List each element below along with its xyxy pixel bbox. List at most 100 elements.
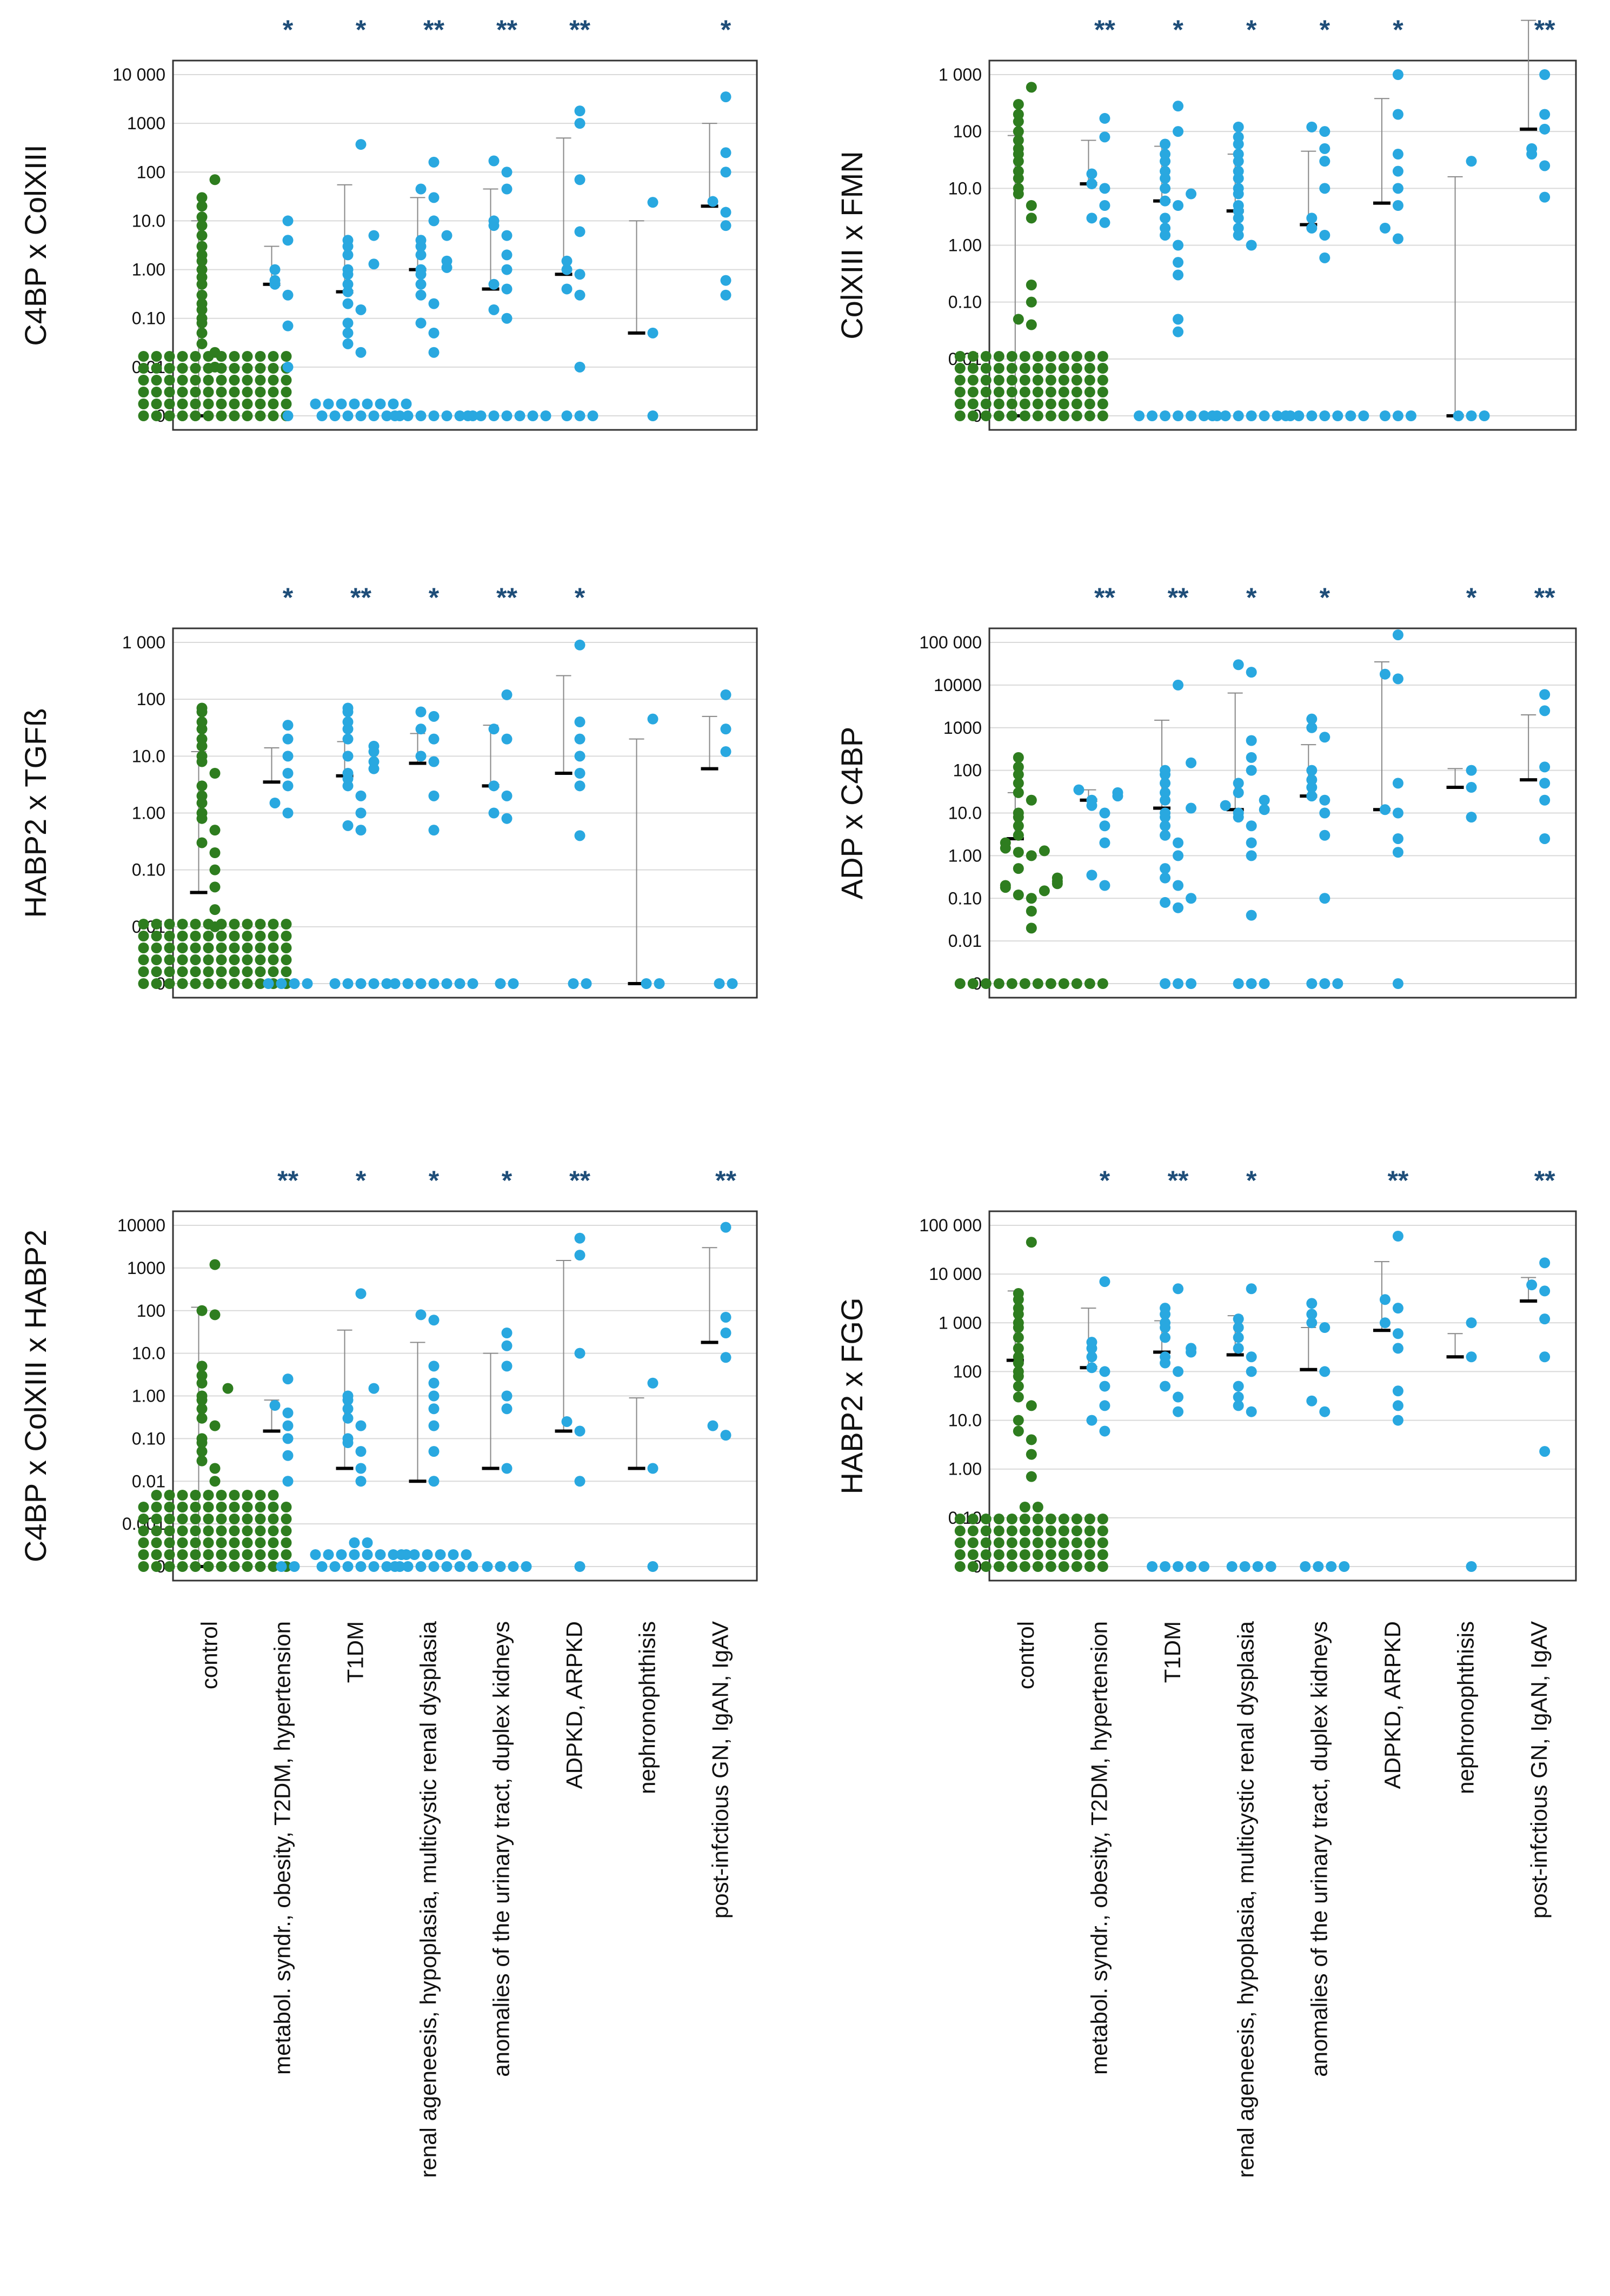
data-point — [1392, 673, 1403, 685]
data-point — [1319, 830, 1330, 841]
data-point — [196, 1403, 208, 1415]
data-point — [269, 275, 281, 286]
data-point — [428, 156, 440, 168]
data-point — [268, 1514, 279, 1524]
data-point — [209, 921, 221, 932]
data-point — [1319, 893, 1330, 904]
data-point — [488, 410, 500, 421]
data-point — [574, 105, 586, 117]
data-point — [1392, 109, 1403, 120]
data-point — [1013, 1366, 1024, 1377]
data-point — [1097, 1549, 1108, 1560]
data-point — [1233, 978, 1244, 989]
data-point — [501, 183, 513, 195]
data-point — [229, 978, 240, 989]
data-point — [242, 1490, 253, 1501]
data-point — [428, 215, 440, 227]
data-point — [310, 1549, 321, 1560]
data-point — [190, 1490, 201, 1501]
data-point — [967, 399, 979, 409]
data-point — [1099, 820, 1110, 832]
data-point — [1272, 410, 1283, 421]
data-point — [707, 196, 718, 207]
data-point — [1006, 399, 1017, 409]
data-point — [1013, 1303, 1024, 1314]
data-point — [268, 399, 279, 409]
data-point — [138, 1502, 149, 1512]
data-point — [415, 1561, 427, 1572]
y-tick-label: 1.00 — [132, 260, 165, 280]
data-point — [242, 1502, 253, 1512]
data-point — [336, 399, 347, 409]
data-point — [1084, 399, 1095, 409]
data-point — [1097, 1514, 1108, 1524]
data-point — [196, 249, 208, 261]
data-point — [1160, 183, 1171, 194]
data-point — [501, 1463, 513, 1474]
data-point — [428, 1476, 440, 1487]
data-point — [282, 289, 294, 301]
data-point — [349, 1537, 360, 1548]
data-point — [209, 174, 221, 185]
y-tick-label: 10.0 — [132, 1344, 165, 1363]
data-point — [342, 235, 354, 246]
data-point — [967, 1525, 979, 1536]
data-point — [268, 943, 279, 953]
data-point — [980, 363, 992, 374]
data-point — [203, 410, 214, 421]
data-point — [138, 363, 149, 374]
data-point — [310, 399, 321, 409]
data-point — [216, 1490, 227, 1501]
data-point — [255, 954, 266, 965]
data-point — [501, 813, 513, 824]
data-point — [501, 283, 513, 295]
data-point — [1045, 1549, 1056, 1560]
data-point — [1160, 830, 1171, 841]
data-point — [1199, 410, 1210, 421]
data-point — [349, 1549, 360, 1560]
data-point — [255, 1502, 266, 1512]
data-point — [980, 1525, 992, 1536]
data-point — [1173, 902, 1184, 913]
data-point — [495, 978, 506, 989]
data-point — [1539, 778, 1551, 789]
y-tick-label: 1 000 — [939, 65, 982, 84]
data-point — [1319, 732, 1330, 743]
data-point — [1392, 778, 1403, 789]
data-point — [282, 780, 294, 792]
data-point — [1099, 217, 1110, 228]
significance-marker: * — [1393, 15, 1403, 45]
data-point — [190, 931, 201, 941]
data-point — [980, 375, 992, 386]
data-point — [1479, 410, 1490, 421]
data-point — [229, 1514, 240, 1524]
data-point — [268, 387, 279, 397]
data-point — [401, 399, 412, 409]
data-point — [342, 733, 354, 745]
data-point — [342, 278, 354, 290]
data-point — [196, 733, 208, 745]
data-point — [190, 919, 201, 930]
data-point — [501, 410, 513, 421]
significance-marker: ** — [1534, 582, 1555, 613]
data-point — [229, 919, 240, 930]
y-tick-label: 0.10 — [948, 293, 982, 312]
data-point — [1084, 1525, 1095, 1536]
data-point — [574, 118, 586, 129]
significance-marker: * — [1246, 582, 1257, 613]
data-point — [268, 410, 279, 421]
data-point — [428, 1377, 440, 1389]
significance-marker: ** — [1094, 582, 1115, 613]
data-point — [1319, 143, 1330, 154]
data-point — [342, 1390, 354, 1402]
data-point — [138, 387, 149, 397]
data-point — [1199, 1561, 1210, 1572]
data-point — [1099, 837, 1110, 848]
data-point — [281, 1537, 292, 1548]
data-point — [428, 711, 440, 722]
category-label: metabol. syndr., obesity, T2DM, hyperten… — [270, 1621, 295, 2075]
data-point — [268, 363, 279, 374]
data-point — [1173, 410, 1184, 421]
data-point — [1306, 765, 1318, 776]
data-point — [415, 249, 427, 261]
